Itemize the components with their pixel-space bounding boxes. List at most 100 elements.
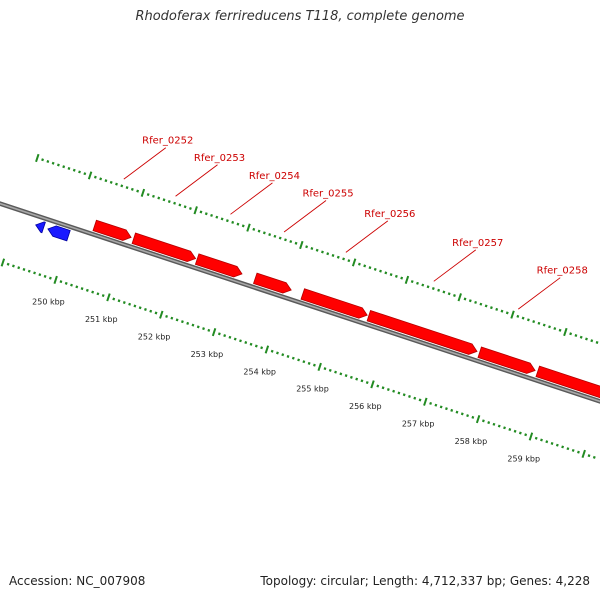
inner-tick-major-tick [370,380,375,389]
inner-tick-minor-tick [302,360,306,364]
inner-tick-minor-tick [12,264,15,268]
inner-tick-minor-tick [122,301,126,305]
forward-gene-arrow [131,232,197,263]
inner-tick-minor-tick [175,318,179,322]
inner-tick-minor-tick [48,276,52,280]
topology-text: Topology: circular; Length: 4,712,337 bp… [260,574,590,588]
gene-label: Rfer_0256 [364,209,415,220]
outer-tick-minor-tick [120,184,124,188]
outer-tick-minor-tick [215,215,219,219]
inner-tick-minor-tick [355,377,359,381]
outer-tick-minor-tick [516,314,520,318]
inner-tick-major-tick [211,327,217,337]
forward-gene-arrow [194,253,243,278]
outer-tick-minor-tick [326,252,330,256]
inner-tick-minor-tick [260,346,264,350]
outer-tick-minor-tick [442,290,446,294]
outer-tick-minor-tick [537,321,541,325]
inner-tick-minor-tick [577,450,580,454]
inner-tick-minor-tick [344,374,348,378]
inner-tick-minor-tick [170,316,174,320]
inner-tick-minor-tick [254,344,258,348]
gene-label-leader [123,147,167,180]
inner-tick-minor-tick [165,314,168,318]
inner-tick-minor-tick [180,320,184,324]
kbp-label: 259 kbp [507,454,540,463]
outer-tick-minor-tick [136,189,140,193]
outer-tick-minor-tick [284,238,287,242]
outer-tick-minor-tick [278,236,282,240]
inner-tick-minor-tick [381,386,385,390]
inner-tick-minor-tick [413,396,417,400]
inner-tick-minor-tick [22,267,26,271]
outer-tick-minor-tick [157,196,161,200]
outer-tick-minor-tick [130,187,134,191]
inner-tick-minor-tick [91,290,95,294]
inner-tick-minor-tick [386,388,390,392]
outer-tick-major-tick [299,240,304,250]
outer-tick-minor-tick [204,212,208,216]
inner-tick-minor-tick [128,302,132,306]
outer-tick-minor-tick [331,253,335,257]
inner-tick-minor-tick [75,285,79,289]
inner-tick-major-tick [0,258,6,267]
outer-tick-major-tick [87,171,93,180]
outer-tick-minor-tick [553,327,557,331]
inner-tick-minor-tick [534,436,538,440]
outer-tick-minor-tick [357,262,361,266]
outer-tick-major-tick [563,327,568,337]
inner-tick-minor-tick [450,408,454,412]
gene-label: Rfer_0253 [194,153,245,164]
outer-tick-minor-tick [595,340,599,344]
outer-tick-minor-tick [294,241,298,245]
outer-tick-minor-tick [67,166,71,170]
inner-tick-minor-tick [27,269,31,273]
inner-tick-major-tick [159,310,164,319]
inner-tick-major-tick [475,414,481,424]
inner-tick-minor-tick [376,384,380,388]
gene-label-leader [283,200,327,233]
kbp-label: 252 kbp [138,333,171,342]
kbp-label: 253 kbp [191,350,224,359]
outer-tick-major-tick [193,206,198,215]
outer-tick-minor-tick [241,224,245,228]
gene-label: Rfer_0258 [537,266,588,277]
outer-tick-minor-tick [268,233,272,237]
outer-tick-minor-tick [548,325,551,329]
inner-tick-minor-tick [402,393,406,397]
outer-tick-minor-tick [125,186,129,190]
inner-tick-minor-tick [149,309,153,313]
inner-tick-minor-tick [508,428,512,432]
inner-tick-minor-tick [349,375,353,379]
outer-tick-minor-tick [310,247,314,250]
kbp-label: 255 kbp [296,385,329,394]
accession-text: Accession: NC_007908 [9,574,146,588]
inner-tick-minor-tick [202,327,205,331]
inner-tick-minor-tick [445,407,448,411]
reverse-gene-arrow [47,225,71,242]
kbp-label: 257 kbp [402,420,435,429]
gene-label: Rfer_0252 [142,136,193,147]
outer-tick-minor-tick [336,255,340,259]
outer-tick-minor-tick [437,288,441,292]
outer-tick-major-tick [510,310,515,319]
outer-tick-major-tick [351,258,357,267]
inner-tick-major-tick [264,345,270,354]
inner-tick-minor-tick [497,424,501,428]
outer-tick-minor-tick [463,297,467,301]
inner-tick-major-tick [528,432,534,441]
outer-tick-minor-tick [500,309,504,313]
outer-tick-minor-tick [479,302,483,306]
inner-tick-minor-tick [207,328,211,332]
inner-tick-minor-tick [186,321,190,325]
outer-tick-minor-tick [468,299,472,303]
inner-tick-minor-tick [286,354,290,358]
inner-tick-minor-tick [191,323,195,327]
forward-gene-arrow [92,219,132,241]
inner-tick-minor-tick [566,447,570,451]
inner-tick-minor-tick [249,342,253,346]
outer-tick-minor-tick [146,193,150,197]
inner-tick-major-tick [317,362,322,372]
inner-tick-minor-tick [571,448,575,452]
gene-label: Rfer_0254 [249,171,300,182]
